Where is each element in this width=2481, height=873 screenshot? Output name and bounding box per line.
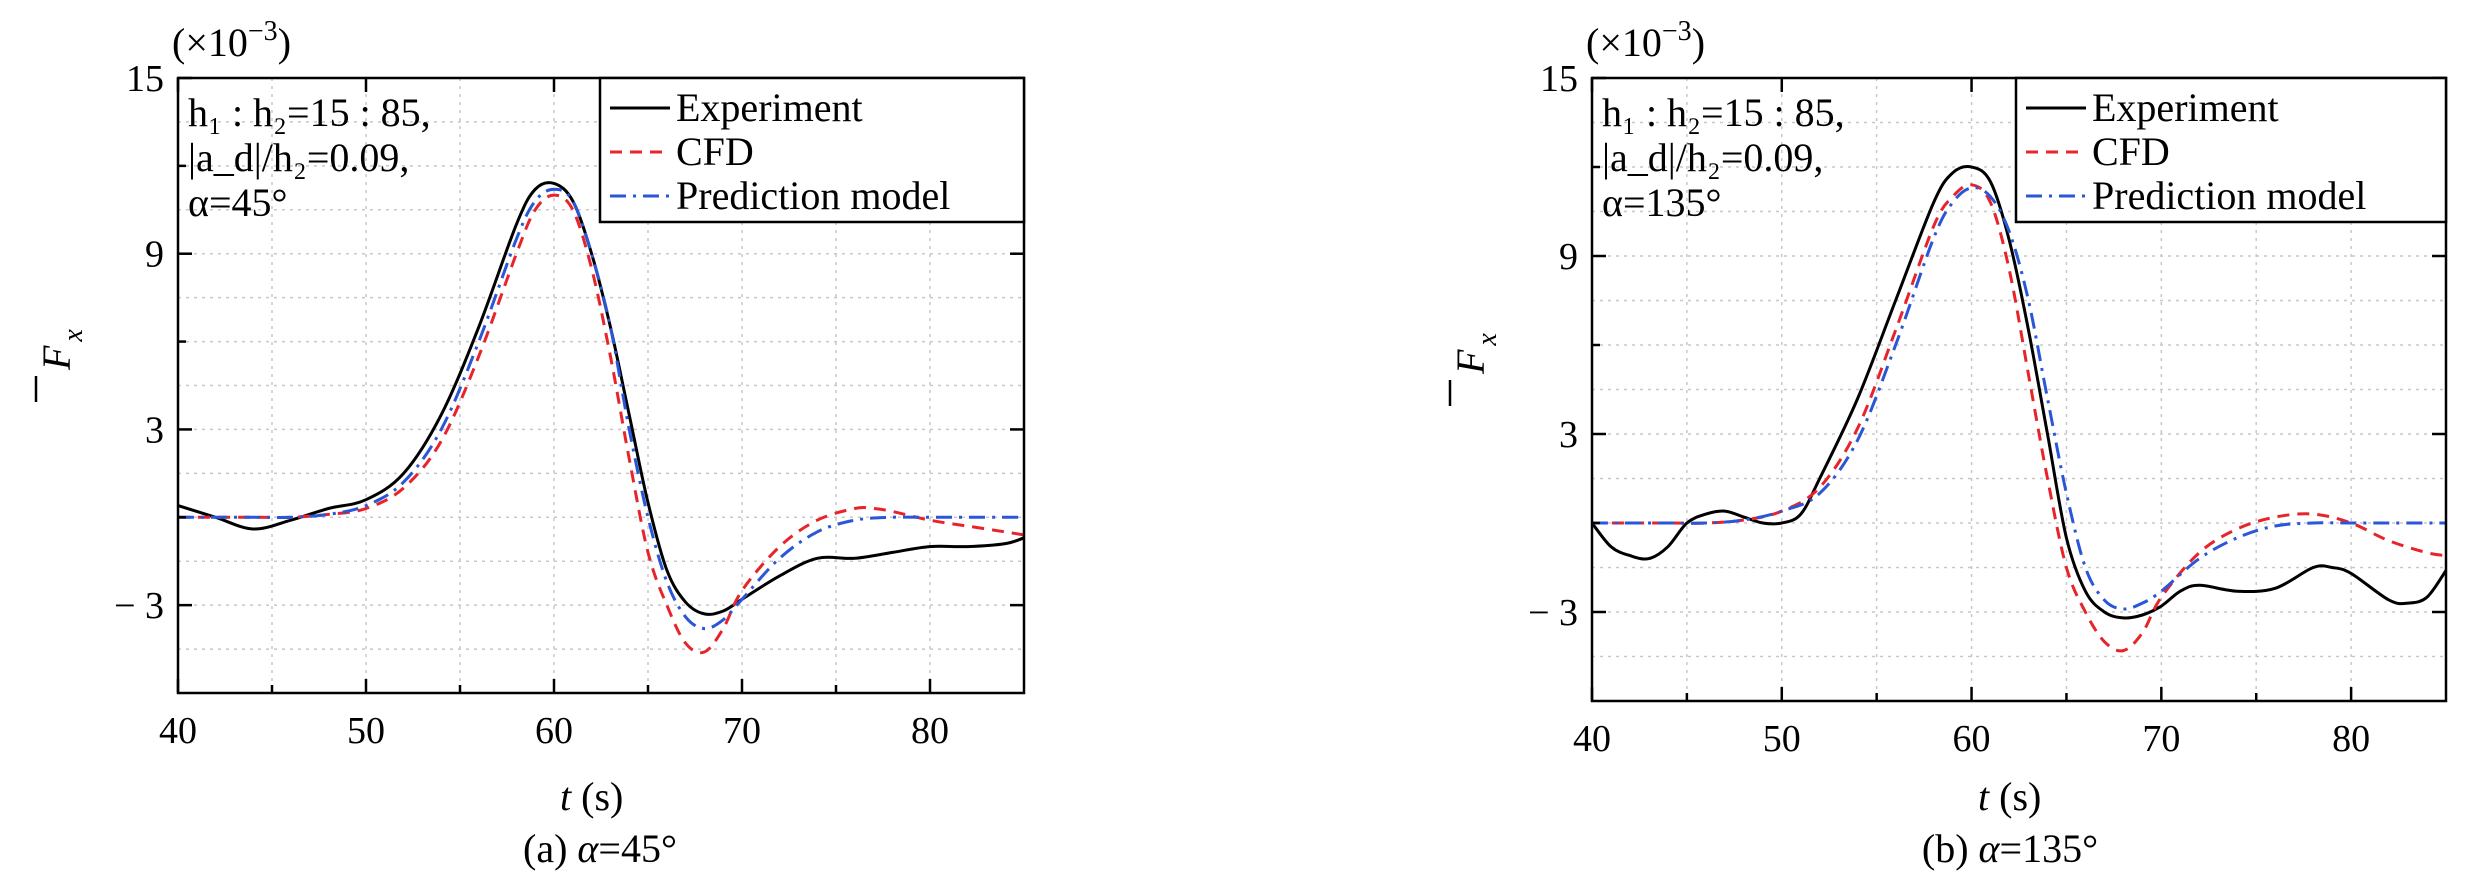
legend-label: Experiment bbox=[2092, 85, 2279, 130]
axis-ticks bbox=[1590, 76, 2446, 701]
legend-label: CFD bbox=[676, 129, 754, 174]
x-tick-label: 50 bbox=[1763, 718, 1801, 760]
x-tick-label: 60 bbox=[1953, 718, 1991, 760]
legend-box bbox=[598, 76, 1026, 224]
series-line-cfd bbox=[1591, 183, 2447, 653]
y-tick-label: − 3 bbox=[1528, 592, 1578, 634]
y-tick-label: 9 bbox=[145, 234, 164, 276]
x-tick-label: 40 bbox=[159, 710, 197, 752]
tick-labels: 40 50 60 70 80 15 9 3 − 3 bbox=[114, 58, 949, 752]
svg-text:Fx: Fx bbox=[1448, 333, 1503, 375]
panel-b: 40 50 60 70 80 15 9 3 − 3 (×10−3) Fx t (s) h₁ : … bbox=[1448, 16, 2448, 871]
series-line-prediction-model bbox=[1591, 186, 2446, 611]
x-tick-label: 40 bbox=[1573, 718, 1611, 760]
legend-label: Prediction model bbox=[2092, 173, 2366, 218]
legend-label: CFD bbox=[2092, 129, 2170, 174]
series-line-experiment bbox=[177, 181, 1025, 616]
y-tick-label: 15 bbox=[1540, 58, 1578, 100]
y-multiplier: (×10−3) bbox=[172, 16, 291, 65]
tick-labels: 40 50 60 70 80 15 9 3 − 3 bbox=[1528, 58, 2370, 760]
y-tick-label: 3 bbox=[145, 409, 164, 451]
y-multiplier: (×10−3) bbox=[1586, 16, 1705, 65]
annotation-line-2: |a_d|/h₂=0.09, bbox=[188, 135, 409, 180]
x-tick-label: 50 bbox=[347, 710, 385, 752]
annotation-line-2: |a_d|/h₂=0.09, bbox=[1602, 135, 1823, 180]
annotation-line-1: h₁ : h₂=15 : 85, bbox=[1602, 90, 1845, 135]
y-axis-label: Fx bbox=[34, 329, 89, 402]
x-tick-label: 60 bbox=[535, 710, 573, 752]
series-line-experiment bbox=[1590, 164, 2448, 620]
condition-annotation: h₁ : h₂=15 : 85, |a_d|/h₂=0.09, α=135° bbox=[1602, 90, 1845, 225]
y-axis-label: Fx bbox=[1448, 333, 1503, 406]
series-group bbox=[177, 181, 1025, 655]
x-tick-label: 80 bbox=[2332, 718, 2370, 760]
x-axis-label: t (s) bbox=[1978, 774, 2041, 819]
series-line-prediction-model bbox=[178, 187, 1024, 631]
panel-a: 40 50 60 70 80 15 9 3 − 3 (×10−3) Fx t (s) h₁ : … bbox=[34, 16, 1026, 871]
annotation-line-3: α=135° bbox=[1602, 180, 1722, 225]
legend-label: Experiment bbox=[676, 85, 863, 130]
panel-caption: (b) α=135° bbox=[1922, 826, 2098, 871]
y-tick-label: 3 bbox=[1559, 414, 1578, 456]
x-tick-label: 70 bbox=[2142, 718, 2180, 760]
series-group bbox=[1590, 164, 2448, 653]
legend-label: Prediction model bbox=[676, 173, 950, 218]
svg-text:Fx: Fx bbox=[34, 329, 89, 371]
legend-box bbox=[2014, 76, 2448, 224]
x-axis-label: t (s) bbox=[560, 774, 623, 819]
y-tick-label: 15 bbox=[126, 58, 164, 100]
annotation-line-3: α=45° bbox=[188, 180, 288, 225]
annotation-line-1: h₁ : h₂=15 : 85, bbox=[188, 90, 431, 135]
panel-caption: (a) α=45° bbox=[523, 826, 677, 871]
series-line-cfd bbox=[178, 193, 1025, 655]
y-tick-label: 9 bbox=[1559, 236, 1578, 278]
y-tick-label: − 3 bbox=[114, 585, 164, 627]
x-tick-label: 80 bbox=[911, 710, 949, 752]
condition-annotation: h₁ : h₂=15 : 85, |a_d|/h₂=0.09, α=45° bbox=[188, 90, 431, 225]
x-tick-label: 70 bbox=[723, 710, 761, 752]
